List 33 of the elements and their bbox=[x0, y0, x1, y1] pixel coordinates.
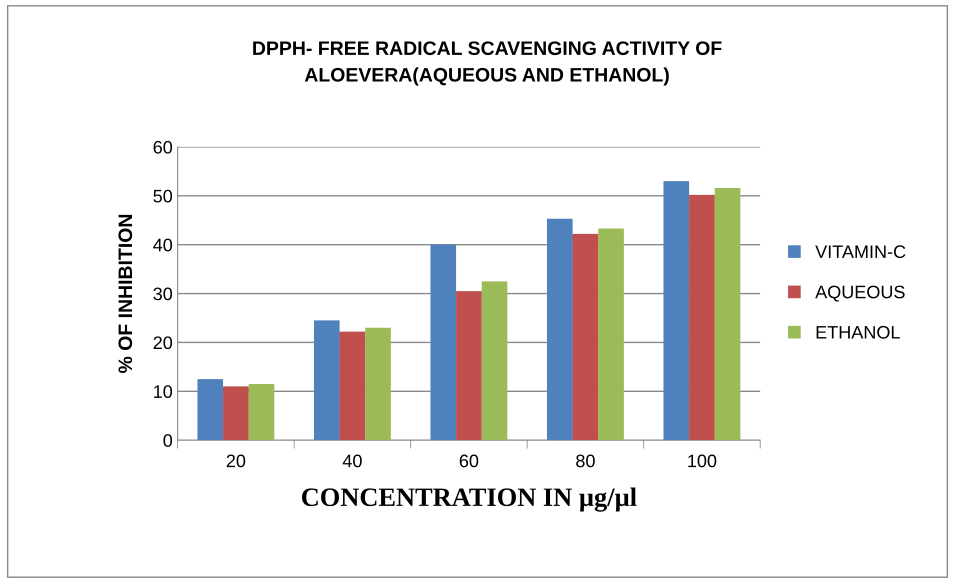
y-tick-label: 0 bbox=[163, 434, 172, 447]
y-tick-label: 30 bbox=[153, 287, 172, 300]
bar bbox=[248, 384, 274, 440]
y-tick-label: 40 bbox=[153, 238, 172, 252]
x-axis-title: CONCENTRATION IN µg/µl bbox=[302, 488, 637, 512]
y-tick-label: 60 bbox=[154, 140, 172, 154]
bar bbox=[365, 328, 391, 440]
bar bbox=[197, 379, 224, 440]
y-tick-label: 20 bbox=[154, 336, 172, 350]
bar bbox=[546, 218, 573, 440]
x-tick-label: 80 bbox=[576, 454, 595, 468]
bar bbox=[430, 244, 456, 440]
legend-label: VITAMIN-C bbox=[815, 245, 906, 258]
bar bbox=[314, 320, 340, 440]
bar bbox=[598, 228, 624, 440]
y-tick-label: 50 bbox=[153, 190, 172, 203]
bar bbox=[714, 188, 740, 440]
y-tick-label: 10 bbox=[154, 385, 172, 398]
bar bbox=[223, 386, 249, 440]
legend-label: ETHANOL bbox=[816, 326, 900, 339]
y-axis-title: % OF INHIBITION bbox=[118, 214, 132, 373]
bar bbox=[663, 181, 690, 440]
x-tick-label: 100 bbox=[688, 454, 716, 468]
legend-label: AQUEOUS bbox=[815, 286, 905, 302]
bar bbox=[572, 234, 598, 440]
x-tick-label: 60 bbox=[460, 454, 478, 468]
bar bbox=[482, 281, 508, 440]
x-tick-label: 20 bbox=[226, 454, 246, 468]
x-tick-label: 40 bbox=[342, 454, 362, 468]
bar bbox=[456, 291, 482, 440]
chart-title: DPPH- FREE RADICAL SCAVENGING ACTIVITY OF ALOEVERA(AQUEOUS AND ETHANOL) bbox=[253, 41, 722, 86]
bar bbox=[689, 194, 715, 440]
bar bbox=[340, 332, 366, 440]
